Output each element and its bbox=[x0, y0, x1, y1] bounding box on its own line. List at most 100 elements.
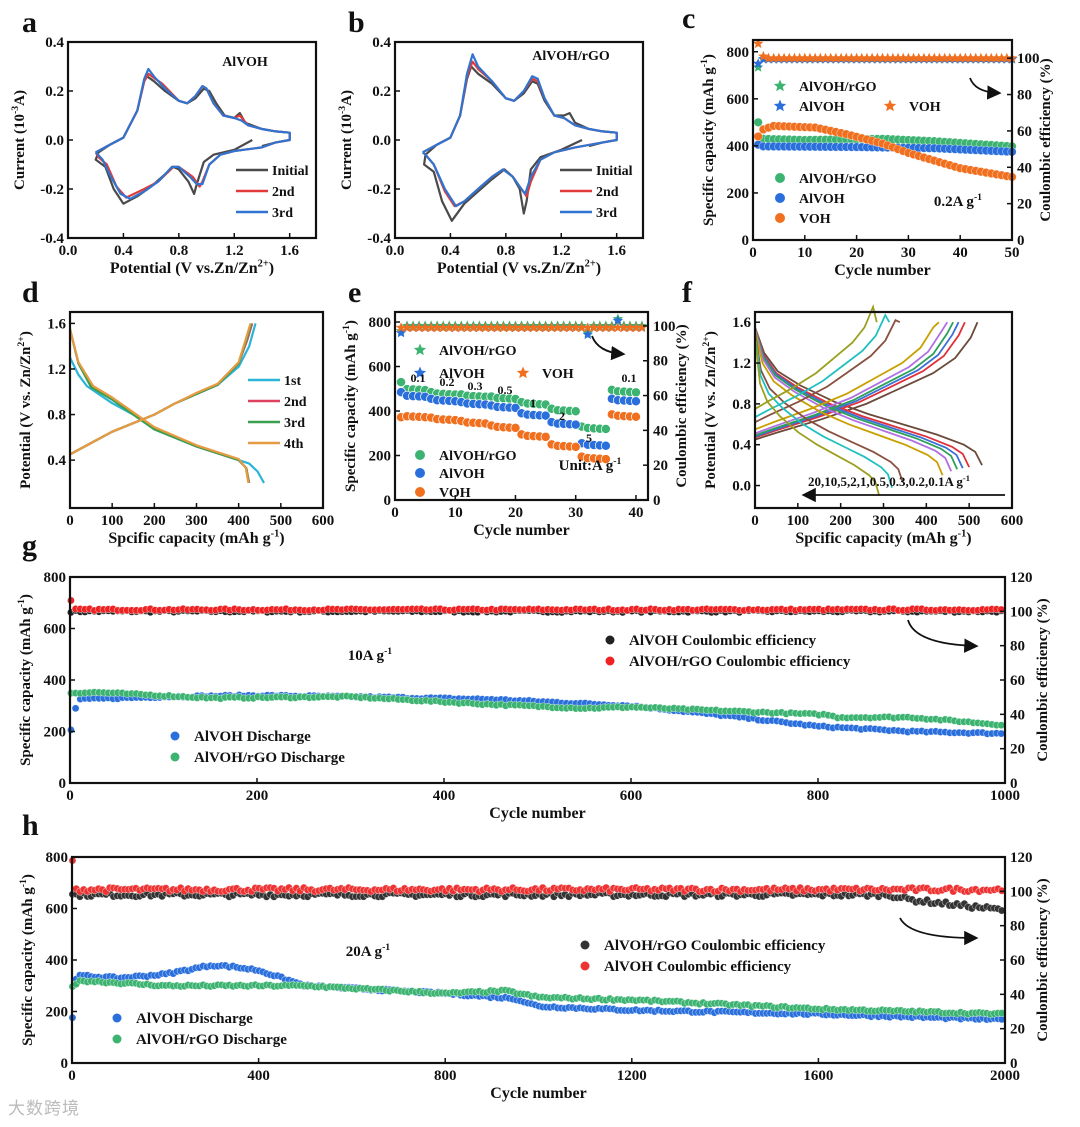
x-tick-label: 0.0 bbox=[59, 243, 78, 259]
annotation: 10A g-1 bbox=[348, 646, 393, 664]
series-4th-line bbox=[68, 328, 250, 484]
x-axis-label: Cycle number bbox=[489, 805, 585, 822]
y-tick-label: 400 bbox=[46, 953, 69, 969]
y-axis-label: Current (10-3A) bbox=[337, 90, 355, 190]
legend-dot-swatch bbox=[775, 213, 785, 223]
legend-label: 3rd bbox=[272, 206, 293, 221]
y2-tick-label: 80 bbox=[653, 354, 668, 370]
legend-label: 2nd bbox=[272, 185, 295, 200]
series-voh-ce-star-point bbox=[576, 322, 587, 333]
y-tick-label: 600 bbox=[44, 622, 67, 638]
legend-item: AlVOH/rGO Discharge bbox=[170, 750, 345, 766]
x-tick-label: 400 bbox=[247, 1068, 270, 1084]
x-tick-label: 1000 bbox=[990, 788, 1020, 804]
panel-a: a0.0 0.4 0.8 1.2 1.6-0.4-0.20.00.20.4Potenti… bbox=[10, 6, 318, 277]
series-voh-ce-star-point bbox=[516, 322, 527, 333]
legend-label: AlVOH/rGO bbox=[439, 449, 517, 464]
x-axis-label: Spcific capacity (mAh g-1) bbox=[108, 529, 284, 547]
legend-star-swatch bbox=[413, 366, 427, 379]
legend-label: AlVOH/rGO bbox=[799, 172, 877, 187]
series-voh-ce-star-point bbox=[510, 322, 521, 333]
y-tick-label: 0.0 bbox=[45, 133, 64, 149]
legend-label: Initial bbox=[272, 164, 309, 179]
series-alvoh-rgo-coulombic-efficiency-point bbox=[997, 605, 1006, 614]
legend-item: AlVOH/rGO bbox=[773, 79, 877, 95]
y-tick-label: 600 bbox=[46, 902, 69, 918]
x-tick-label: 200 bbox=[143, 513, 166, 529]
arrow-icon bbox=[899, 917, 979, 946]
x-tick-label: 0 bbox=[66, 513, 74, 529]
series-voh-ce-star-point bbox=[480, 322, 491, 333]
y-tick-label: 0.2 bbox=[45, 84, 64, 100]
y-tick-label: 0.8 bbox=[47, 408, 66, 424]
curve-20A-discharge bbox=[754, 336, 881, 496]
y-tick-label: 200 bbox=[44, 725, 67, 741]
series-voh-ce-star-point bbox=[413, 322, 425, 333]
series-2nd-line bbox=[68, 328, 251, 484]
y2-tick-label: 60 bbox=[1017, 124, 1032, 140]
legend-dot-swatch bbox=[605, 656, 615, 666]
y-tick-label: 0.0 bbox=[732, 479, 751, 495]
legend-item: 3rd bbox=[236, 206, 293, 221]
series-voh-point bbox=[631, 411, 641, 422]
x-tick-label: 600 bbox=[1001, 513, 1024, 529]
series-alvoh-discharge-point bbox=[71, 704, 80, 713]
legend-item: AlVOH bbox=[415, 467, 485, 482]
legend-dot-swatch bbox=[170, 752, 180, 762]
x-tick-label: 40 bbox=[953, 245, 968, 261]
legend-item: 1st bbox=[248, 374, 301, 389]
y2-axis-label: Coulombic efficiency (%) bbox=[1035, 598, 1051, 761]
panel-h: h0 400 800 1200 1600 200002004006008000204060… bbox=[18, 809, 1051, 1102]
y-tick-label: 800 bbox=[369, 315, 392, 331]
legend-dot-swatch bbox=[170, 731, 180, 741]
series-initial-line bbox=[423, 65, 618, 222]
y-tick-label: 0 bbox=[61, 1056, 69, 1072]
y-tick-label: 800 bbox=[44, 570, 67, 586]
y2-tick-label: 40 bbox=[1010, 987, 1025, 1003]
legend-label: AlVOH bbox=[439, 367, 485, 382]
y2-tick-label: 60 bbox=[1010, 673, 1025, 689]
x-tick-label: 30 bbox=[568, 505, 583, 521]
x-tick-label: 0.4 bbox=[441, 243, 460, 259]
series-alvoh-rgo-ce-star-point bbox=[752, 61, 764, 72]
rate-label: 0.1 bbox=[622, 371, 637, 385]
y2-tick-label: 20 bbox=[1010, 742, 1025, 758]
curve-5A-charge bbox=[754, 318, 901, 424]
legend-label: AlVOH bbox=[439, 467, 485, 482]
y-tick-label: 200 bbox=[46, 1005, 69, 1021]
plot-area bbox=[68, 856, 1006, 1024]
y2-tick-label: 60 bbox=[653, 389, 668, 405]
panel-e: e0 10 20 30 400200400600800020406080100Cycle… bbox=[341, 276, 690, 539]
x-tick-label: 200 bbox=[246, 788, 269, 804]
y-tick-label: -0.2 bbox=[367, 182, 391, 198]
plot-area bbox=[752, 38, 1018, 182]
series-voh-ce-star-point bbox=[431, 322, 443, 333]
y2-tick-label: 20 bbox=[653, 458, 668, 474]
series-voh-ce-star-point bbox=[528, 322, 539, 333]
legend-item: VOH bbox=[883, 99, 941, 115]
legend-label: AlVOH/rGO bbox=[439, 344, 517, 359]
y2-axis-label: Coulombic efficiency (%) bbox=[1038, 58, 1054, 221]
series-voh-ce-star-point bbox=[612, 322, 624, 333]
series-alvoh-ce-star-point bbox=[612, 315, 624, 326]
series-voh-ce-star-point bbox=[438, 322, 449, 333]
y-tick-label: 0.4 bbox=[47, 453, 66, 469]
y-tick-label: 0.2 bbox=[372, 84, 391, 100]
curve-20A-charge bbox=[754, 303, 878, 410]
series-voh-ce-star-point bbox=[425, 322, 437, 333]
axes-frame bbox=[751, 38, 1014, 242]
series-voh-ce-star-point bbox=[468, 322, 479, 333]
y2-tick-label: 20 bbox=[1010, 1022, 1025, 1038]
legend-item: Initial bbox=[560, 164, 633, 179]
y2-tick-label: 40 bbox=[1017, 160, 1032, 176]
x-tick-label: 800 bbox=[807, 788, 830, 804]
y-axis-label: Potential (V vs. Zn/Zn2+) bbox=[16, 331, 34, 489]
series-voh-ce-star-point bbox=[401, 322, 413, 333]
series-voh-point bbox=[540, 431, 551, 442]
y2-tick-label: 40 bbox=[1010, 707, 1025, 723]
legend-item: AlVOH bbox=[775, 192, 845, 207]
x-tick-label: 2000 bbox=[990, 1068, 1020, 1084]
y2-tick-label: 100 bbox=[653, 319, 676, 335]
x-tick-label: 100 bbox=[787, 513, 810, 529]
legend-item: VOH bbox=[415, 486, 471, 501]
